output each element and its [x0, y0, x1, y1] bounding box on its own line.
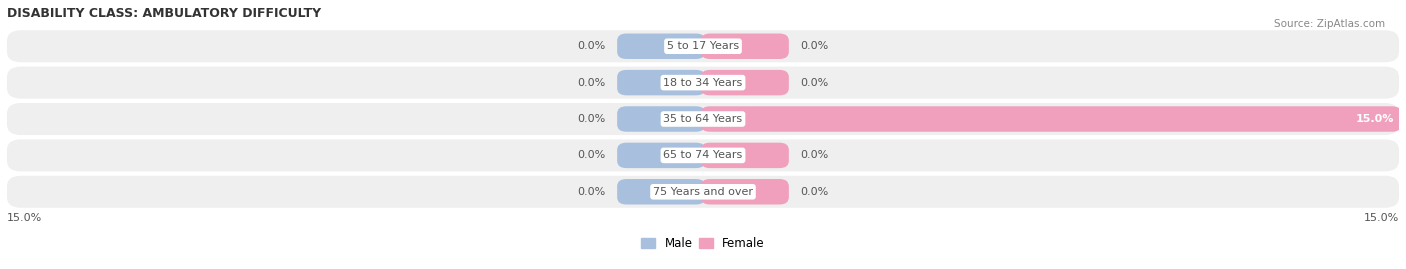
Text: 0.0%: 0.0% [800, 41, 828, 51]
FancyBboxPatch shape [617, 179, 706, 204]
Text: 75 Years and over: 75 Years and over [652, 187, 754, 197]
FancyBboxPatch shape [617, 143, 706, 168]
FancyBboxPatch shape [7, 103, 1399, 135]
FancyBboxPatch shape [700, 179, 789, 204]
FancyBboxPatch shape [700, 34, 789, 59]
Text: 0.0%: 0.0% [578, 114, 606, 124]
Text: 0.0%: 0.0% [578, 41, 606, 51]
Text: 65 to 74 Years: 65 to 74 Years [664, 150, 742, 160]
FancyBboxPatch shape [700, 70, 789, 95]
Text: 0.0%: 0.0% [578, 150, 606, 160]
Text: 35 to 64 Years: 35 to 64 Years [664, 114, 742, 124]
Text: 15.0%: 15.0% [1364, 213, 1399, 223]
Text: 0.0%: 0.0% [800, 187, 828, 197]
Text: 5 to 17 Years: 5 to 17 Years [666, 41, 740, 51]
Text: DISABILITY CLASS: AMBULATORY DIFFICULTY: DISABILITY CLASS: AMBULATORY DIFFICULTY [7, 7, 321, 20]
Legend: Male, Female: Male, Female [637, 232, 769, 255]
Text: 0.0%: 0.0% [578, 187, 606, 197]
FancyBboxPatch shape [7, 30, 1399, 62]
FancyBboxPatch shape [617, 34, 706, 59]
Text: 0.0%: 0.0% [800, 150, 828, 160]
Text: Source: ZipAtlas.com: Source: ZipAtlas.com [1274, 19, 1385, 29]
Text: 0.0%: 0.0% [578, 78, 606, 88]
Text: 18 to 34 Years: 18 to 34 Years [664, 78, 742, 88]
Text: 15.0%: 15.0% [1355, 114, 1395, 124]
FancyBboxPatch shape [7, 139, 1399, 171]
FancyBboxPatch shape [700, 143, 789, 168]
FancyBboxPatch shape [7, 176, 1399, 208]
FancyBboxPatch shape [617, 70, 706, 95]
Text: 15.0%: 15.0% [7, 213, 42, 223]
FancyBboxPatch shape [7, 67, 1399, 99]
FancyBboxPatch shape [700, 106, 1402, 132]
FancyBboxPatch shape [617, 106, 706, 132]
Text: 0.0%: 0.0% [800, 78, 828, 88]
